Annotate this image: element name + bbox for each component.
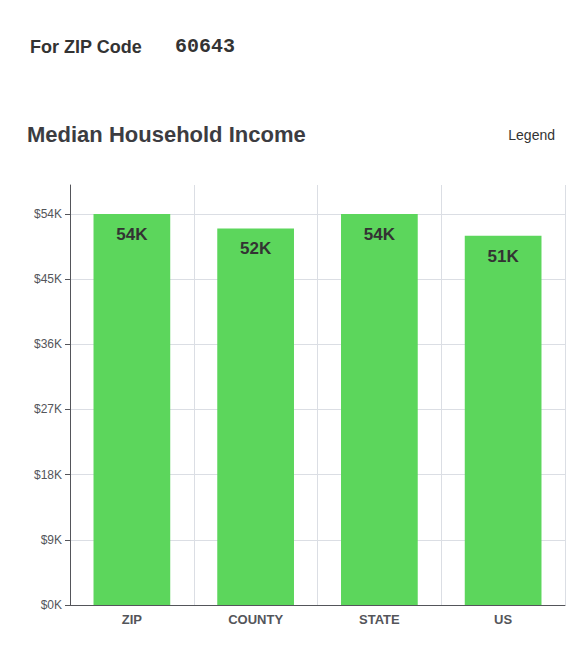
- svg-text:For ZIP Code: For ZIP Code: [30, 37, 142, 57]
- svg-text:60643: 60643: [175, 35, 235, 58]
- svg-text:$0K: $0K: [41, 598, 62, 612]
- svg-text:54K: 54K: [116, 225, 148, 244]
- svg-text:US: US: [494, 612, 512, 627]
- svg-text:STATE: STATE: [359, 612, 400, 627]
- svg-text:Median Household Income: Median Household Income: [27, 122, 306, 147]
- svg-text:$54K: $54K: [34, 207, 62, 221]
- svg-text:$27K: $27K: [34, 402, 62, 416]
- svg-text:COUNTY: COUNTY: [228, 612, 283, 627]
- svg-text:$36K: $36K: [34, 337, 62, 351]
- svg-text:54K: 54K: [364, 225, 396, 244]
- svg-text:$18K: $18K: [34, 468, 62, 482]
- svg-text:Legend: Legend: [508, 127, 555, 143]
- svg-text:51K: 51K: [488, 247, 520, 266]
- svg-text:ZIP: ZIP: [122, 612, 143, 627]
- svg-text:52K: 52K: [240, 239, 272, 258]
- svg-text:$45K: $45K: [34, 272, 62, 286]
- svg-text:$9K: $9K: [41, 533, 62, 547]
